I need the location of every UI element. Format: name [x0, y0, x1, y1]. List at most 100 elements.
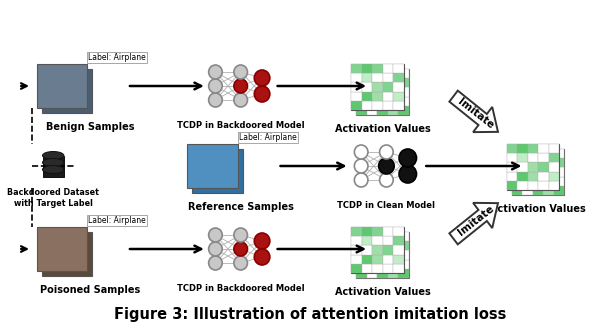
Bar [388, 69, 398, 78]
Bar [352, 73, 362, 82]
Bar [352, 101, 362, 110]
Bar [543, 186, 554, 195]
Bar [398, 97, 409, 106]
Ellipse shape [42, 158, 64, 167]
Text: Label: Airplane: Label: Airplane [88, 53, 146, 62]
Bar [393, 92, 404, 101]
Circle shape [234, 242, 248, 256]
Text: Benign Samples: Benign Samples [46, 122, 134, 132]
Bar [393, 264, 404, 273]
Text: TCDP in Backdoored Model: TCDP in Backdoored Model [177, 284, 304, 293]
Bar [538, 162, 549, 172]
Bar [393, 245, 404, 255]
Text: TCDP in Backdoored Model: TCDP in Backdoored Model [177, 121, 304, 130]
Bar [373, 82, 383, 92]
Bar [356, 97, 367, 106]
Bar [378, 97, 388, 106]
Bar [356, 269, 367, 278]
Circle shape [355, 173, 368, 187]
Bar [398, 78, 409, 87]
Bar [393, 82, 404, 92]
Bar [528, 144, 538, 153]
Bar [378, 241, 388, 250]
Bar [378, 87, 388, 97]
Bar [362, 82, 373, 92]
Text: Backdoored Dataset
with Target Label: Backdoored Dataset with Target Label [7, 188, 99, 208]
Bar [388, 97, 398, 106]
Bar [383, 245, 393, 255]
Bar [383, 264, 393, 273]
Circle shape [208, 228, 222, 242]
Text: Figure 3: Illustration of attention imitation loss: Figure 3: Illustration of attention imit… [114, 307, 507, 322]
Bar [522, 186, 533, 195]
Bar [528, 162, 538, 172]
Bar [373, 245, 383, 255]
Bar [522, 149, 533, 158]
Bar [538, 172, 549, 181]
Bar [373, 101, 383, 110]
Bar [538, 181, 549, 190]
Text: Imitate: Imitate [456, 204, 496, 238]
Ellipse shape [42, 151, 64, 159]
Bar [512, 158, 522, 167]
Bar [383, 255, 393, 264]
Bar [549, 153, 559, 162]
Bar [367, 269, 378, 278]
Bar [362, 227, 373, 236]
Bar [393, 236, 404, 245]
Bar [533, 158, 543, 167]
Bar [507, 172, 518, 181]
Bar [362, 255, 373, 264]
Bar [388, 232, 398, 241]
Circle shape [208, 65, 222, 79]
Bar [373, 227, 383, 236]
Bar [543, 177, 554, 186]
Bar [378, 69, 388, 78]
Bar [554, 167, 564, 177]
Polygon shape [449, 203, 498, 244]
Bar [373, 64, 383, 73]
Text: Activation Values: Activation Values [490, 204, 586, 214]
Bar [543, 167, 554, 177]
Bar [393, 101, 404, 110]
Bar [352, 64, 404, 110]
Circle shape [355, 159, 368, 173]
Bar [543, 149, 554, 158]
Bar [554, 177, 564, 186]
Bar [362, 92, 373, 101]
Bar [352, 64, 362, 73]
Circle shape [379, 158, 394, 174]
Bar [37, 64, 87, 108]
Bar [356, 78, 367, 87]
Bar [393, 255, 404, 264]
Bar [367, 87, 378, 97]
Bar [528, 172, 538, 181]
Bar [393, 64, 404, 73]
Bar [356, 106, 367, 115]
Bar [533, 167, 543, 177]
Bar [42, 162, 64, 170]
Bar [383, 73, 393, 82]
Bar [367, 241, 378, 250]
Bar [549, 144, 559, 153]
Bar [356, 260, 367, 269]
Bar [352, 245, 362, 255]
Circle shape [208, 93, 222, 107]
Circle shape [234, 79, 248, 93]
Bar [352, 227, 362, 236]
Bar [393, 73, 404, 82]
Bar [362, 245, 373, 255]
Bar [352, 227, 404, 273]
Bar [378, 232, 388, 241]
Bar [362, 101, 373, 110]
Bar [388, 78, 398, 87]
Bar [367, 97, 378, 106]
Bar [187, 144, 238, 188]
Circle shape [399, 149, 417, 167]
Bar [512, 167, 522, 177]
Polygon shape [449, 91, 498, 132]
Circle shape [234, 93, 248, 107]
Bar [398, 87, 409, 97]
Circle shape [234, 256, 248, 270]
Bar [383, 227, 393, 236]
